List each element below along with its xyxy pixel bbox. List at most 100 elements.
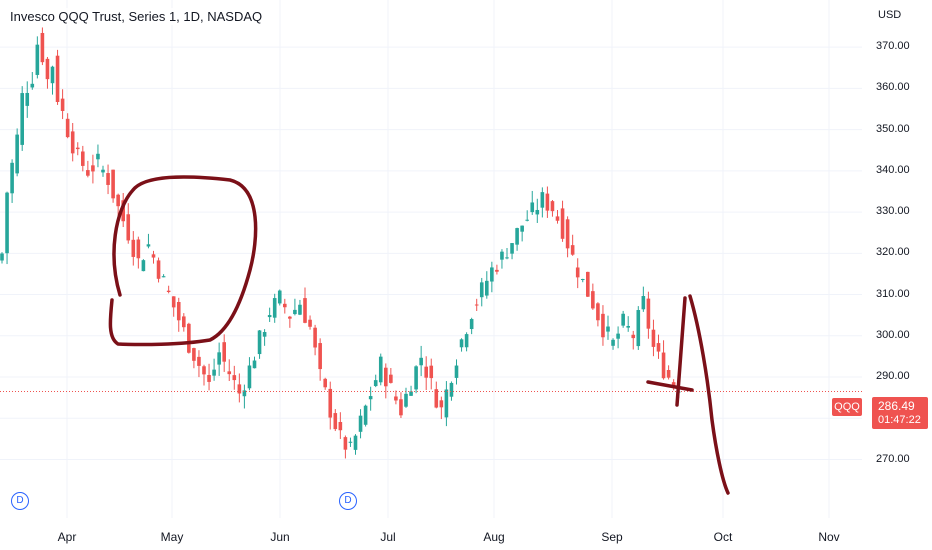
dividend-badge-icon[interactable]: D bbox=[339, 492, 357, 510]
candle-body bbox=[444, 389, 449, 418]
annotation-arrow-up bbox=[675, 296, 687, 407]
candle-body bbox=[197, 356, 201, 366]
candle bbox=[5, 191, 9, 265]
candle bbox=[45, 56, 50, 89]
candle bbox=[575, 258, 580, 289]
candle-body bbox=[540, 192, 545, 208]
candle bbox=[580, 278, 585, 283]
candle-body bbox=[338, 421, 343, 431]
candle-body bbox=[55, 55, 60, 102]
candle bbox=[343, 435, 348, 459]
bar-countdown: 01:47:22 bbox=[878, 414, 921, 426]
candle bbox=[237, 373, 242, 403]
candle-body bbox=[656, 343, 661, 352]
candle-body bbox=[10, 162, 14, 194]
candle bbox=[414, 365, 418, 394]
candle bbox=[197, 350, 201, 378]
candle-body bbox=[192, 348, 196, 361]
candle-body bbox=[65, 118, 70, 138]
candle-body bbox=[40, 32, 45, 63]
candle bbox=[15, 128, 19, 177]
candle-body bbox=[227, 371, 232, 375]
candle-body bbox=[126, 214, 131, 241]
candle-body bbox=[409, 391, 413, 396]
chart-grid bbox=[0, 0, 862, 518]
candle bbox=[616, 326, 620, 349]
dividend-badge-icon[interactable]: D bbox=[11, 492, 29, 510]
candle-body bbox=[0, 253, 4, 261]
candle bbox=[469, 317, 474, 335]
currency-label: USD bbox=[878, 9, 902, 21]
time-tick-label: Jun bbox=[270, 530, 290, 544]
candle-body bbox=[490, 267, 494, 282]
candle bbox=[545, 186, 550, 218]
candle bbox=[86, 160, 90, 178]
candle bbox=[540, 187, 545, 218]
candle-body bbox=[580, 278, 585, 280]
candle-body bbox=[419, 357, 423, 366]
candle bbox=[661, 340, 666, 380]
candle bbox=[50, 65, 55, 95]
candle-body bbox=[298, 304, 302, 315]
candle-body bbox=[358, 415, 363, 432]
candle-body bbox=[454, 365, 459, 378]
candle-body bbox=[495, 269, 499, 272]
candle-body bbox=[272, 298, 277, 318]
candle-body bbox=[591, 291, 595, 309]
candle bbox=[30, 71, 35, 90]
candle bbox=[212, 358, 216, 381]
candle-body bbox=[75, 147, 80, 150]
candle bbox=[348, 437, 353, 447]
candle-body bbox=[394, 396, 398, 401]
candle bbox=[207, 363, 211, 391]
time-tick-label: Sep bbox=[601, 530, 623, 544]
candle-body bbox=[111, 169, 115, 199]
candle-body bbox=[535, 209, 540, 215]
candle bbox=[262, 329, 267, 346]
candle bbox=[106, 164, 110, 195]
candle bbox=[636, 306, 641, 350]
candle-body bbox=[485, 280, 489, 296]
candle bbox=[464, 332, 469, 352]
candle-body bbox=[136, 239, 141, 259]
candle bbox=[666, 365, 671, 380]
candle-body bbox=[247, 365, 252, 389]
price-tick-label: 270.00 bbox=[876, 452, 910, 465]
candle bbox=[10, 159, 14, 203]
candle-body bbox=[121, 200, 125, 222]
candle bbox=[171, 296, 176, 317]
candle-body bbox=[323, 378, 327, 388]
candle bbox=[277, 289, 282, 306]
candle-body bbox=[449, 382, 454, 397]
candle bbox=[358, 409, 363, 439]
candle bbox=[187, 322, 191, 354]
candle-body bbox=[212, 369, 216, 376]
price-tick-label: 320.00 bbox=[876, 246, 910, 259]
candle bbox=[591, 283, 595, 310]
candle bbox=[222, 334, 226, 372]
candle bbox=[434, 381, 439, 409]
candle-body bbox=[646, 298, 651, 329]
candle-body bbox=[353, 435, 358, 450]
candle bbox=[126, 203, 131, 244]
candle bbox=[55, 49, 60, 105]
candle-body bbox=[131, 239, 136, 257]
candle-body bbox=[202, 366, 206, 375]
candle-body bbox=[414, 366, 418, 390]
candle-body bbox=[464, 334, 469, 348]
candle bbox=[318, 338, 322, 381]
candle-body bbox=[328, 388, 333, 418]
candle-body bbox=[156, 260, 161, 279]
candle-body bbox=[570, 245, 575, 255]
candle bbox=[70, 122, 75, 162]
candle-body bbox=[86, 170, 90, 176]
candle bbox=[510, 243, 514, 260]
candle-body bbox=[242, 390, 247, 397]
candle-body bbox=[267, 315, 272, 318]
last-price-value: 286.49 bbox=[878, 399, 915, 413]
candle bbox=[384, 363, 388, 399]
candle bbox=[182, 313, 186, 332]
candle-body bbox=[303, 298, 307, 323]
candle-body bbox=[439, 400, 444, 408]
